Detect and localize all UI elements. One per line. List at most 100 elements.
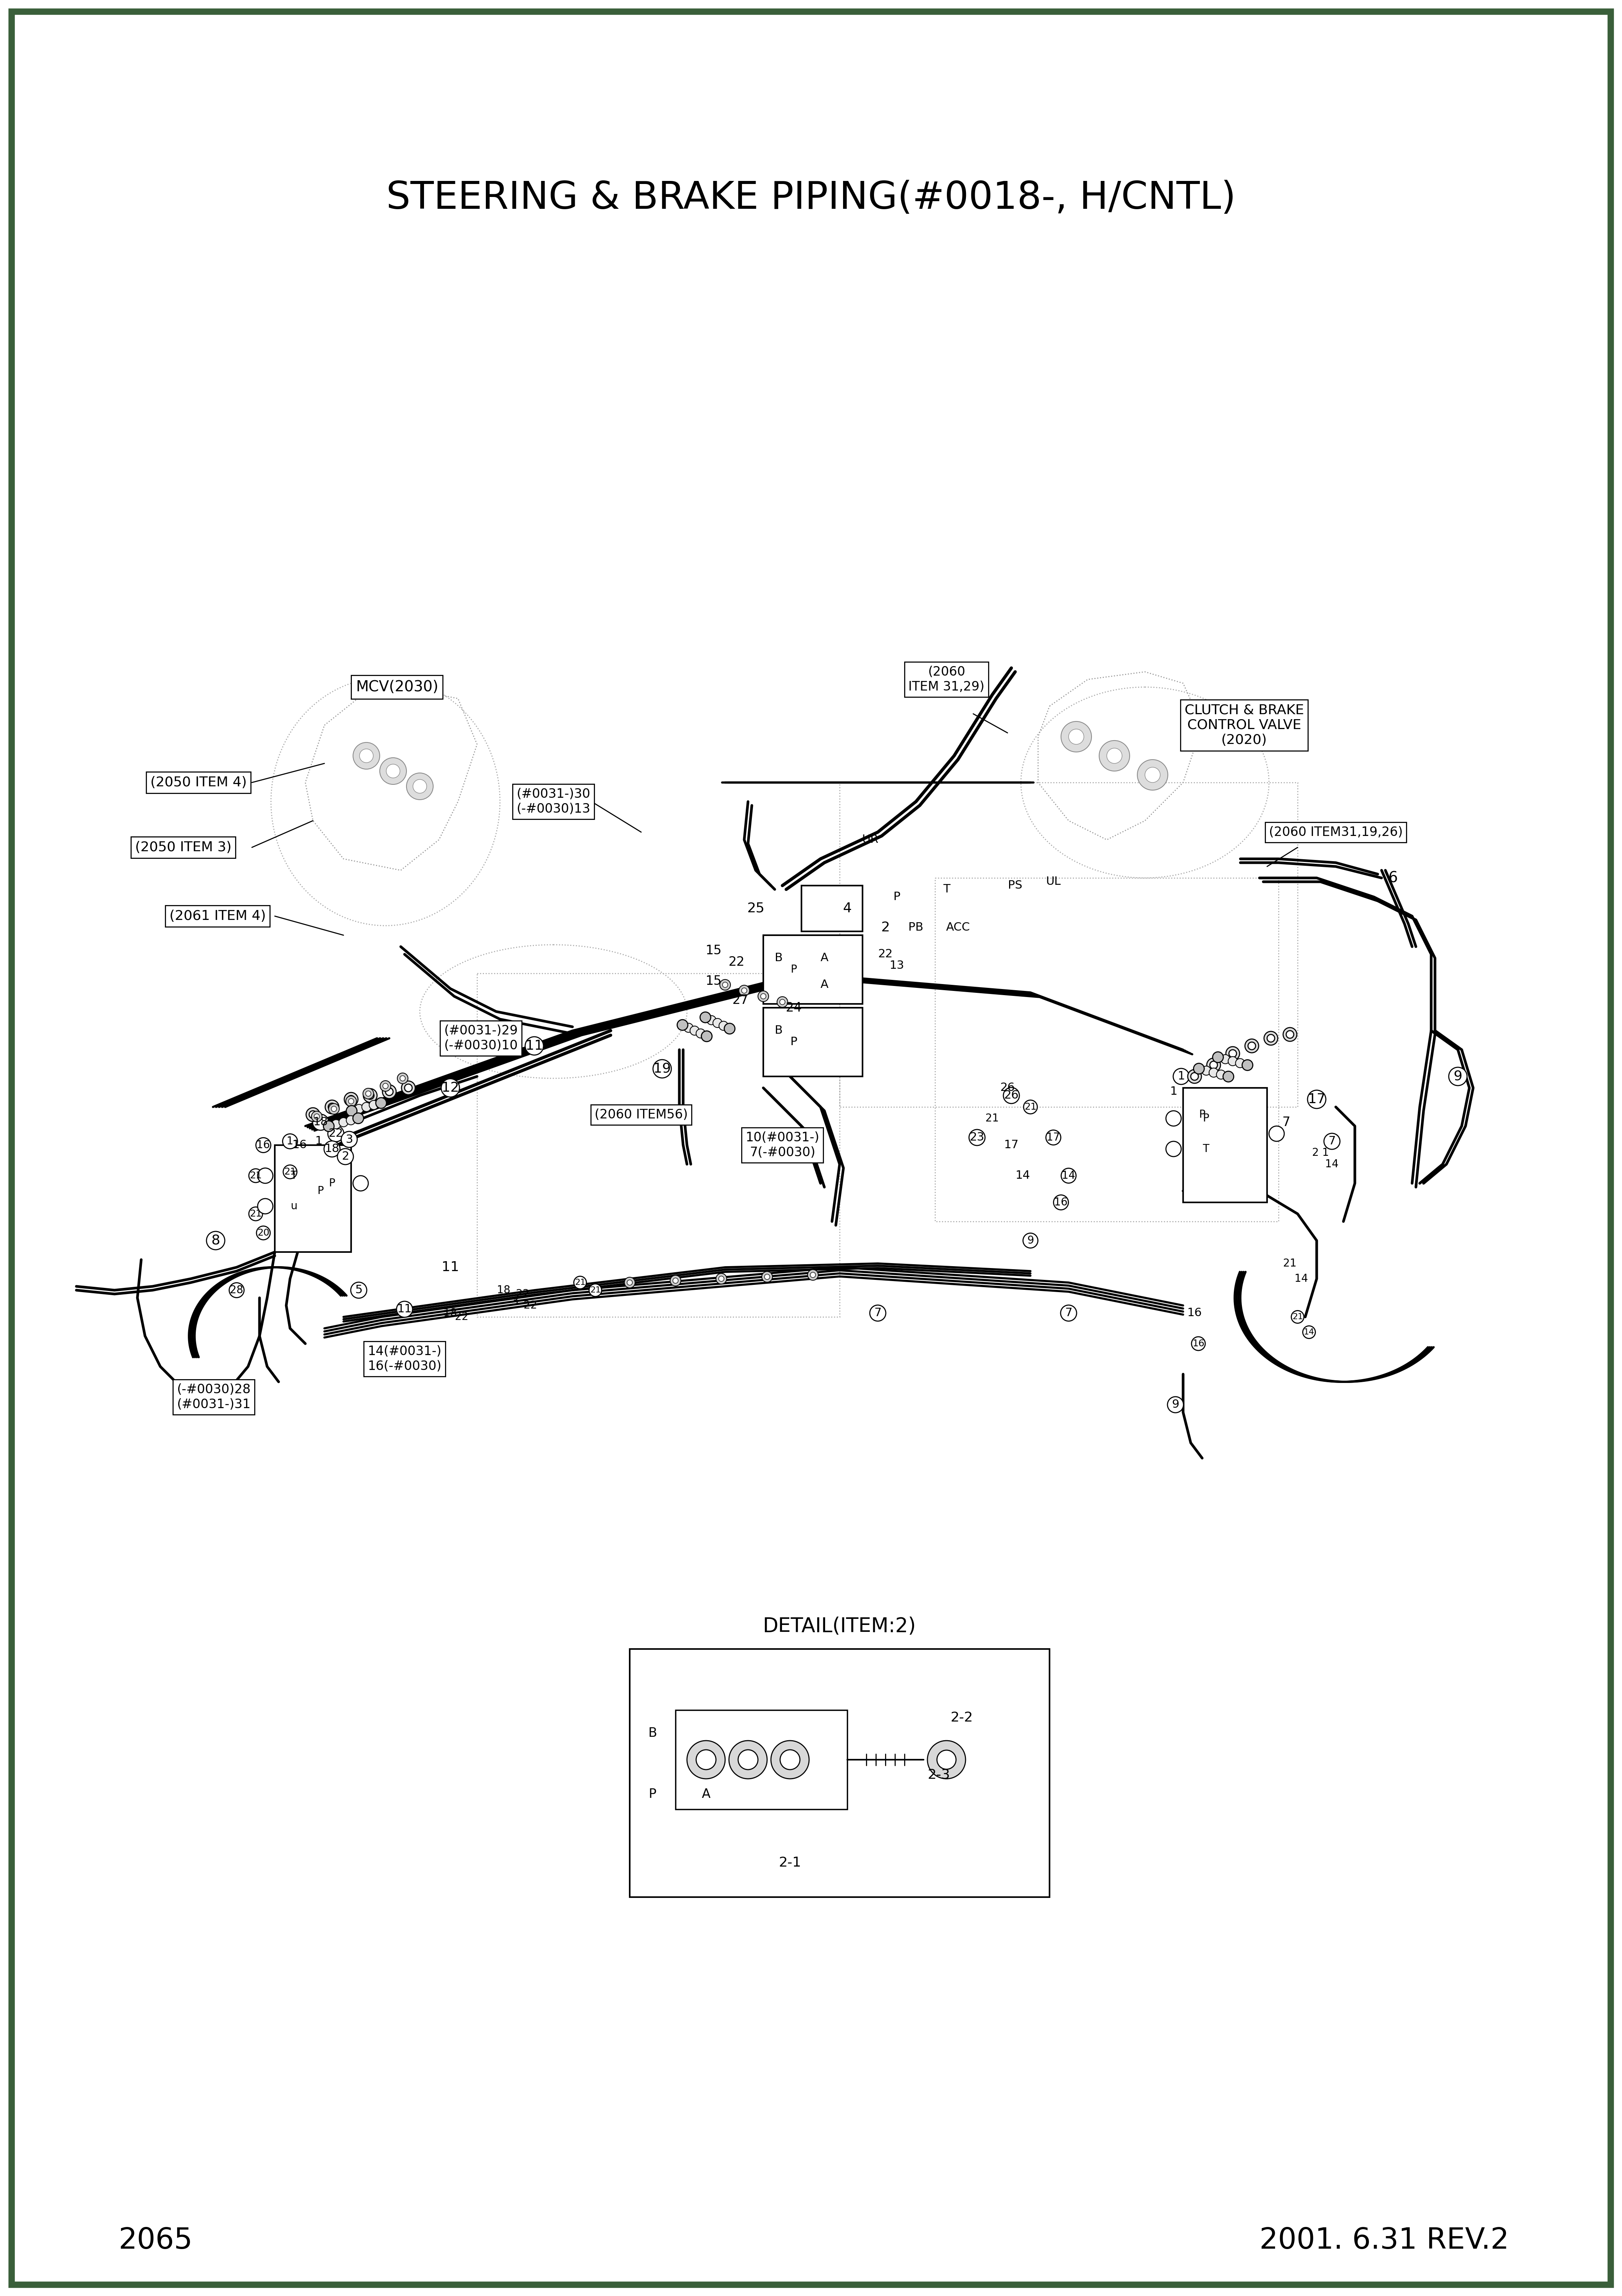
- Text: 1: 1: [1178, 1070, 1186, 1081]
- Text: B: B: [775, 953, 782, 964]
- Circle shape: [362, 1102, 371, 1111]
- Text: 1: 1: [315, 1137, 323, 1148]
- Circle shape: [328, 1102, 336, 1111]
- Text: (2060 ITEM56): (2060 ITEM56): [595, 1109, 688, 1120]
- Circle shape: [1194, 1063, 1204, 1075]
- Circle shape: [380, 1081, 391, 1091]
- Text: DETAIL(ITEM:2): DETAIL(ITEM:2): [762, 1616, 916, 1637]
- Circle shape: [1213, 1052, 1223, 1063]
- Circle shape: [808, 1270, 817, 1281]
- Text: 22: 22: [524, 1300, 537, 1311]
- Circle shape: [329, 1104, 339, 1114]
- Circle shape: [1208, 1068, 1218, 1077]
- Circle shape: [725, 1024, 735, 1033]
- Circle shape: [1173, 1068, 1189, 1084]
- Text: 9: 9: [1171, 1398, 1179, 1410]
- Text: (-#0030)28
(#0031-)31: (-#0030)28 (#0031-)31: [177, 1384, 251, 1410]
- Circle shape: [1221, 1054, 1229, 1063]
- Circle shape: [764, 1274, 770, 1279]
- Text: 2: 2: [881, 921, 890, 934]
- Text: 22: 22: [328, 1127, 344, 1139]
- Circle shape: [1004, 1088, 1019, 1104]
- Text: A: A: [821, 953, 829, 964]
- Text: 4: 4: [843, 902, 852, 916]
- Text: ACC: ACC: [946, 923, 970, 932]
- Circle shape: [360, 748, 373, 762]
- Circle shape: [248, 1169, 263, 1182]
- Text: 2: 2: [342, 1150, 349, 1162]
- Text: A: A: [702, 1789, 710, 1800]
- Circle shape: [441, 1079, 459, 1097]
- Text: STEERING & BRAKE PIPING(#0018-, H/CNTL): STEERING & BRAKE PIPING(#0018-, H/CNTL): [386, 179, 1236, 218]
- Circle shape: [1302, 1325, 1315, 1339]
- Text: 21: 21: [574, 1279, 586, 1286]
- Text: 22: 22: [456, 1311, 469, 1322]
- Circle shape: [1246, 1040, 1259, 1054]
- Circle shape: [256, 1226, 271, 1240]
- Circle shape: [928, 1740, 965, 1779]
- Text: 18: 18: [324, 1143, 339, 1155]
- Circle shape: [1168, 1396, 1184, 1412]
- Text: 22: 22: [516, 1288, 529, 1300]
- Circle shape: [777, 996, 788, 1008]
- Circle shape: [354, 1114, 363, 1123]
- Circle shape: [741, 987, 746, 994]
- Text: (#0031-)29
(-#0030)10: (#0031-)29 (-#0030)10: [444, 1024, 517, 1052]
- Text: u: u: [290, 1201, 297, 1212]
- Text: 17: 17: [1046, 1132, 1061, 1143]
- Circle shape: [1192, 1336, 1205, 1350]
- Circle shape: [689, 1026, 699, 1035]
- Text: P: P: [790, 964, 796, 976]
- Circle shape: [347, 1107, 357, 1116]
- Circle shape: [722, 983, 728, 987]
- Text: (2050 ITEM 3): (2050 ITEM 3): [135, 840, 232, 854]
- Circle shape: [1242, 1061, 1252, 1070]
- Text: 14: 14: [1294, 1274, 1307, 1283]
- Text: 18: 18: [313, 1116, 328, 1127]
- Circle shape: [1448, 1068, 1466, 1086]
- Circle shape: [762, 1272, 772, 1281]
- Circle shape: [345, 1107, 357, 1116]
- Circle shape: [1194, 1063, 1204, 1072]
- Circle shape: [1264, 1031, 1278, 1045]
- Circle shape: [324, 1100, 339, 1114]
- Text: 1: 1: [1169, 1086, 1178, 1097]
- Circle shape: [354, 742, 380, 769]
- Text: 20: 20: [258, 1228, 269, 1238]
- Circle shape: [407, 774, 433, 799]
- Bar: [764, 1008, 863, 1077]
- Circle shape: [1061, 1169, 1075, 1182]
- Circle shape: [702, 1031, 712, 1040]
- Text: 26: 26: [1004, 1091, 1019, 1102]
- Circle shape: [347, 1095, 355, 1102]
- Circle shape: [780, 999, 785, 1006]
- Circle shape: [349, 1097, 354, 1104]
- Text: 23: 23: [970, 1132, 985, 1143]
- Circle shape: [811, 1272, 816, 1277]
- Text: 2-1: 2-1: [779, 1855, 801, 1869]
- Text: 16: 16: [292, 1139, 307, 1150]
- Circle shape: [770, 1740, 809, 1779]
- Circle shape: [1226, 1047, 1239, 1061]
- Circle shape: [654, 1061, 672, 1077]
- Circle shape: [376, 1097, 386, 1107]
- Text: P: P: [318, 1185, 324, 1196]
- Text: 6: 6: [1388, 870, 1398, 886]
- Text: 16: 16: [256, 1139, 269, 1150]
- Circle shape: [1023, 1233, 1038, 1249]
- Text: 22: 22: [878, 948, 892, 960]
- Text: (2060 ITEM31,19,26): (2060 ITEM31,19,26): [1268, 827, 1403, 838]
- Circle shape: [344, 1093, 358, 1107]
- Circle shape: [363, 1088, 373, 1100]
- Text: 21: 21: [1025, 1102, 1036, 1111]
- Circle shape: [725, 1024, 735, 1033]
- Text: 24: 24: [785, 1001, 801, 1015]
- Text: A: A: [821, 980, 829, 990]
- Circle shape: [701, 1013, 710, 1022]
- Circle shape: [670, 1274, 681, 1286]
- Text: 11: 11: [397, 1304, 412, 1316]
- Text: 5: 5: [355, 1286, 362, 1295]
- Circle shape: [328, 1125, 344, 1141]
- Circle shape: [869, 1304, 886, 1320]
- Bar: [934, 877, 1278, 1221]
